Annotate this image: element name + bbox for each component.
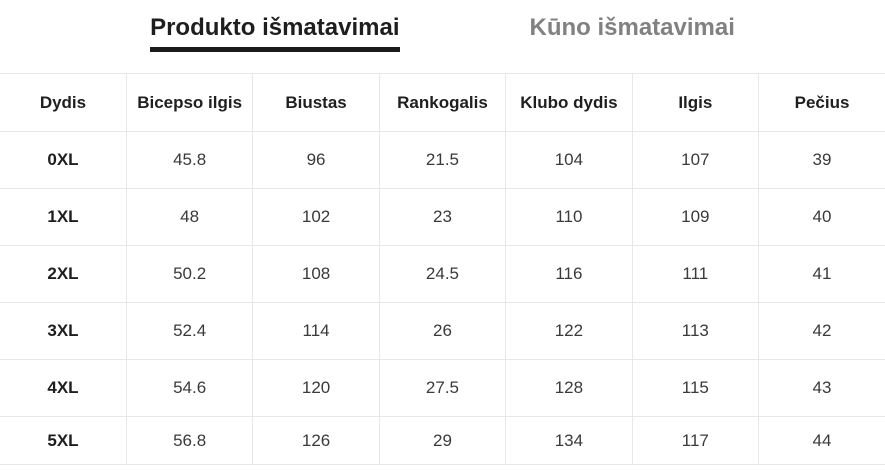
table-cell-size: 3XL [0, 302, 127, 360]
table-cell-value: 109 [632, 188, 760, 246]
table-cell-value: 107 [632, 131, 760, 189]
table-row: 2XL 50.2 108 24.5 116 111 41 [0, 245, 885, 303]
table-cell-size: 5XL [0, 416, 127, 465]
table-row: 3XL 52.4 114 26 122 113 42 [0, 302, 885, 360]
table-cell-value: 52.4 [126, 302, 254, 360]
table-cell-value: 23 [379, 188, 507, 246]
table-cell-value: 104 [505, 131, 633, 189]
measurement-tabs: Produkto išmatavimai Kūno išmatavimai [0, 0, 885, 73]
table-header-cell: Dydis [0, 73, 127, 132]
table-cell-value: 108 [252, 245, 380, 303]
table-cell-value: 116 [505, 245, 633, 303]
table-cell-size: 2XL [0, 245, 127, 303]
table-cell-value: 134 [505, 416, 633, 465]
table-row: 4XL 54.6 120 27.5 128 115 43 [0, 359, 885, 417]
table-cell-value: 27.5 [379, 359, 507, 417]
table-cell-value: 24.5 [379, 245, 507, 303]
table-cell-value: 39 [758, 131, 885, 189]
table-cell-value: 26 [379, 302, 507, 360]
table-cell-value: 110 [505, 188, 633, 246]
table-cell-value: 43 [758, 359, 885, 417]
table-cell-value: 48 [126, 188, 254, 246]
table-cell-value: 115 [632, 359, 760, 417]
table-cell-size: 0XL [0, 131, 127, 189]
table-cell-size: 1XL [0, 188, 127, 246]
table-cell-value: 102 [252, 188, 380, 246]
table-cell-value: 96 [252, 131, 380, 189]
table-header-cell: Pečius [758, 73, 885, 132]
table-cell-value: 21.5 [379, 131, 507, 189]
table-cell-value: 113 [632, 302, 760, 360]
table-cell-value: 41 [758, 245, 885, 303]
size-table: Dydis Bicepso ilgis Biustas Rankogalis Klubo… [0, 73, 885, 465]
table-cell-value: 54.6 [126, 359, 254, 417]
table-header-cell: Bicepso ilgis [126, 73, 254, 132]
table-header-cell: Ilgis [632, 73, 760, 132]
tab-body-measurements[interactable]: Kūno išmatavimai [529, 14, 735, 41]
table-cell-value: 40 [758, 188, 885, 246]
table-cell-value: 126 [252, 416, 380, 465]
table-cell-value: 29 [379, 416, 507, 465]
table-header-cell: Rankogalis [379, 73, 507, 132]
table-cell-value: 122 [505, 302, 633, 360]
table-cell-value: 117 [632, 416, 760, 465]
table-cell-value: 50.2 [126, 245, 254, 303]
table-cell-value: 44 [758, 416, 885, 465]
table-cell-value: 111 [632, 245, 760, 303]
table-row: 0XL 45.8 96 21.5 104 107 39 [0, 131, 885, 189]
table-body: 0XL 45.8 96 21.5 104 107 39 1XL 48 102 23 110 109 40 2… [0, 131, 885, 465]
table-header-row: Dydis Bicepso ilgis Biustas Rankogalis Klubo… [0, 73, 885, 132]
table-header-cell: Klubo dydis [505, 73, 633, 132]
table-header-cell: Biustas [252, 73, 380, 132]
table-cell-value: 45.8 [126, 131, 254, 189]
table-cell-size: 4XL [0, 359, 127, 417]
tab-product-measurements[interactable]: Produkto išmatavimai [150, 13, 400, 52]
table-cell-value: 114 [252, 302, 380, 360]
table-row: 1XL 48 102 23 110 109 40 [0, 188, 885, 246]
table-row: 5XL 56.8 126 29 134 117 44 [0, 416, 885, 465]
table-cell-value: 128 [505, 359, 633, 417]
table-cell-value: 120 [252, 359, 380, 417]
table-cell-value: 42 [758, 302, 885, 360]
table-cell-value: 56.8 [126, 416, 254, 465]
